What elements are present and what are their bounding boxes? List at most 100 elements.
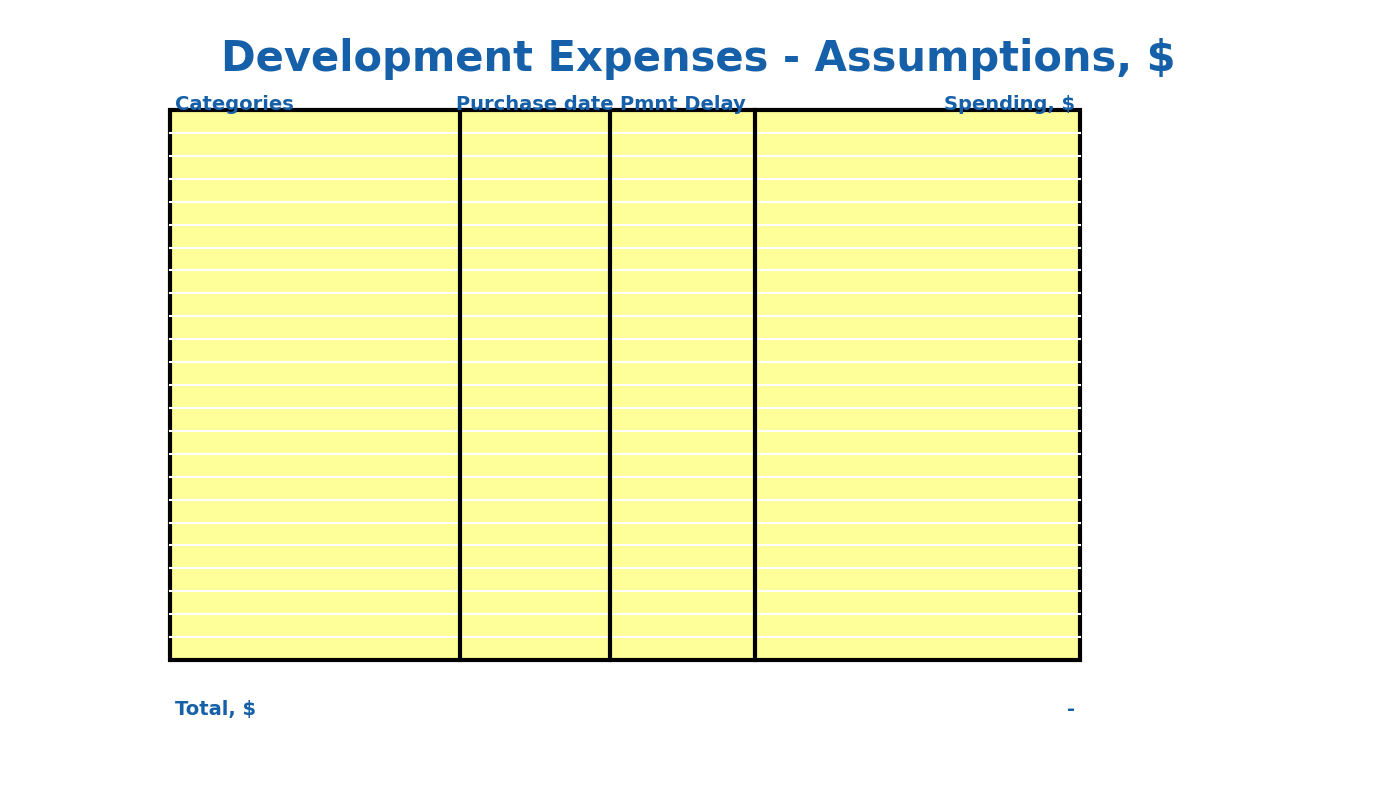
Bar xyxy=(461,500,610,523)
Bar xyxy=(755,568,1081,591)
Bar xyxy=(610,293,755,316)
Bar xyxy=(461,431,610,454)
Bar xyxy=(461,156,610,178)
Bar xyxy=(755,270,1081,293)
Bar xyxy=(461,293,610,316)
Bar xyxy=(461,110,610,133)
Bar xyxy=(170,178,461,202)
Bar xyxy=(610,431,755,454)
Bar xyxy=(461,248,610,270)
Bar xyxy=(170,248,461,270)
Bar xyxy=(610,568,755,591)
Bar xyxy=(170,591,461,614)
Bar xyxy=(610,500,755,523)
Bar xyxy=(610,248,755,270)
Bar xyxy=(610,156,755,178)
Bar xyxy=(610,614,755,637)
Bar xyxy=(461,340,610,362)
Bar xyxy=(755,500,1081,523)
Bar xyxy=(170,568,461,591)
Bar xyxy=(170,545,461,568)
Bar xyxy=(170,431,461,454)
Bar xyxy=(610,454,755,476)
Bar xyxy=(755,156,1081,178)
Bar xyxy=(461,408,610,431)
Bar xyxy=(755,476,1081,500)
Bar xyxy=(170,523,461,545)
Bar xyxy=(170,110,461,133)
Bar xyxy=(610,133,755,156)
Bar xyxy=(755,614,1081,637)
Bar xyxy=(461,385,610,408)
Bar xyxy=(461,202,610,225)
Bar xyxy=(755,385,1081,408)
Bar xyxy=(170,340,461,362)
Bar xyxy=(170,156,461,178)
Bar xyxy=(461,637,610,660)
Bar xyxy=(755,637,1081,660)
Text: Purchase date: Purchase date xyxy=(456,95,614,114)
Bar xyxy=(610,637,755,660)
Bar xyxy=(170,293,461,316)
Bar xyxy=(755,248,1081,270)
Bar xyxy=(461,362,610,385)
Bar xyxy=(755,362,1081,385)
Bar xyxy=(461,545,610,568)
Bar xyxy=(610,340,755,362)
Bar xyxy=(610,591,755,614)
Bar xyxy=(461,454,610,476)
Text: Pmnt Delay: Pmnt Delay xyxy=(620,95,745,114)
Bar xyxy=(170,270,461,293)
Bar xyxy=(170,362,461,385)
Bar xyxy=(170,637,461,660)
Bar xyxy=(755,431,1081,454)
Bar xyxy=(461,614,610,637)
Bar xyxy=(461,133,610,156)
Bar xyxy=(461,316,610,340)
Text: Total, $: Total, $ xyxy=(174,700,255,719)
Bar xyxy=(461,270,610,293)
Bar xyxy=(610,385,755,408)
Bar xyxy=(170,454,461,476)
Bar xyxy=(755,178,1081,202)
Bar xyxy=(461,178,610,202)
Bar xyxy=(755,293,1081,316)
Bar xyxy=(170,202,461,225)
Bar xyxy=(610,270,755,293)
Bar xyxy=(755,408,1081,431)
Bar xyxy=(610,110,755,133)
Bar xyxy=(610,408,755,431)
Bar xyxy=(610,202,755,225)
Bar xyxy=(610,545,755,568)
Bar xyxy=(610,225,755,248)
Bar xyxy=(461,476,610,500)
Bar xyxy=(170,225,461,248)
Bar xyxy=(755,591,1081,614)
Bar xyxy=(461,523,610,545)
Bar xyxy=(170,500,461,523)
Text: Categories: Categories xyxy=(174,95,293,114)
Bar xyxy=(461,568,610,591)
Bar xyxy=(610,362,755,385)
Bar xyxy=(170,133,461,156)
Bar xyxy=(170,110,1081,660)
Bar xyxy=(610,523,755,545)
Bar xyxy=(170,316,461,340)
Bar xyxy=(170,408,461,431)
Bar xyxy=(755,225,1081,248)
Bar xyxy=(755,110,1081,133)
Bar xyxy=(610,316,755,340)
Bar xyxy=(755,133,1081,156)
Bar xyxy=(755,545,1081,568)
Bar xyxy=(755,316,1081,340)
Bar xyxy=(755,202,1081,225)
Bar xyxy=(461,591,610,614)
Bar xyxy=(755,523,1081,545)
Bar xyxy=(610,178,755,202)
Text: Development Expenses - Assumptions, $: Development Expenses - Assumptions, $ xyxy=(221,38,1175,80)
Bar xyxy=(170,385,461,408)
Bar xyxy=(610,476,755,500)
Bar xyxy=(170,476,461,500)
Bar xyxy=(461,225,610,248)
Bar xyxy=(170,614,461,637)
